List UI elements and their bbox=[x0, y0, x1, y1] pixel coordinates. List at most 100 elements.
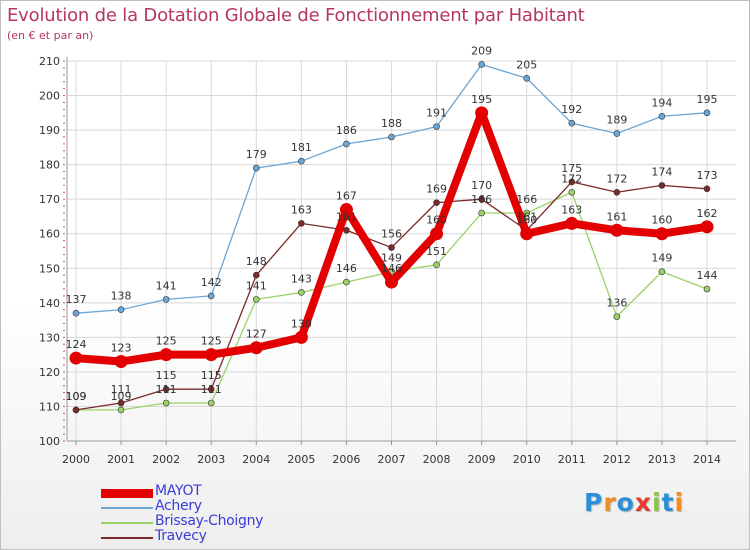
point-achery bbox=[478, 61, 485, 68]
data-label-brissay-choigny: 136 bbox=[606, 297, 627, 310]
data-label-mayot: 161 bbox=[606, 210, 627, 223]
point-travecy bbox=[72, 406, 80, 414]
data-label-travecy: 169 bbox=[426, 183, 447, 196]
y-tick-label: 110 bbox=[39, 400, 60, 413]
data-label-travecy: 161 bbox=[336, 210, 357, 223]
point-mayot bbox=[204, 348, 218, 362]
legend-label-travecy: Travecy bbox=[155, 528, 207, 544]
data-label-travecy: 161 bbox=[516, 210, 537, 223]
point-travecy bbox=[207, 385, 215, 393]
point-travecy bbox=[613, 188, 621, 196]
x-tick-label: 2003 bbox=[197, 453, 225, 466]
y-tick-label: 210 bbox=[39, 55, 60, 68]
data-label-achery: 194 bbox=[651, 96, 672, 109]
point-mayot bbox=[610, 223, 624, 237]
point-travecy bbox=[252, 271, 260, 279]
legend-swatch-achery bbox=[101, 506, 153, 509]
data-label-travecy: 115 bbox=[156, 369, 177, 382]
logo-letter: r bbox=[603, 488, 617, 517]
x-tick-label: 2008 bbox=[423, 453, 451, 466]
data-label-brissay-choigny: 143 bbox=[291, 272, 312, 285]
data-label-achery: 191 bbox=[426, 107, 447, 120]
data-label-brissay-choigny: 149 bbox=[381, 252, 402, 265]
point-travecy bbox=[433, 199, 440, 206]
logo-letter: x bbox=[634, 488, 652, 517]
y-tick-label: 160 bbox=[39, 228, 60, 241]
point-mayot bbox=[114, 355, 128, 369]
logo-letter: i bbox=[674, 488, 685, 517]
point-achery bbox=[613, 130, 621, 137]
data-label-travecy: 172 bbox=[606, 172, 627, 185]
data-label-achery: 186 bbox=[336, 124, 357, 137]
x-tick-label: 2013 bbox=[648, 453, 676, 466]
data-label-brissay-choigny: 166 bbox=[471, 193, 492, 206]
legend-label-brissay-choigny: Brissay-Choigny bbox=[155, 513, 264, 529]
x-tick-label: 2006 bbox=[332, 453, 360, 466]
data-label-mayot: 125 bbox=[156, 335, 177, 348]
point-travecy bbox=[343, 226, 350, 234]
data-label-mayot: 127 bbox=[246, 328, 267, 341]
data-label-achery: 189 bbox=[606, 114, 627, 127]
data-label-brissay-choigny: 144 bbox=[697, 269, 718, 282]
point-achery bbox=[343, 140, 350, 148]
point-brissay-choigny bbox=[117, 406, 125, 414]
data-label-mayot: 167 bbox=[336, 190, 357, 203]
point-travecy bbox=[478, 195, 485, 203]
legend-label-mayot: MAYOT bbox=[155, 483, 202, 499]
point-brissay-choigny bbox=[252, 296, 260, 303]
y-tick-label: 200 bbox=[39, 90, 60, 103]
point-mayot bbox=[520, 227, 534, 241]
legend: MAYOT Achery Brissay-Choigny Travecy bbox=[101, 483, 321, 545]
point-achery bbox=[298, 157, 305, 165]
point-travecy bbox=[568, 178, 576, 186]
point-travecy bbox=[298, 220, 305, 227]
data-label-mayot: 124 bbox=[66, 338, 87, 351]
data-label-brissay-choigny: 109 bbox=[66, 390, 87, 403]
legend-label-achery: Achery bbox=[155, 498, 202, 514]
x-tick-label: 2000 bbox=[62, 453, 90, 466]
point-brissay-choigny bbox=[568, 188, 576, 196]
x-tick-label: 2005 bbox=[287, 453, 315, 466]
legend-swatch-brissay-choigny bbox=[101, 521, 153, 524]
point-mayot bbox=[249, 341, 263, 355]
data-label-achery: 181 bbox=[291, 141, 312, 154]
point-travecy bbox=[658, 182, 666, 189]
point-mayot bbox=[69, 351, 83, 365]
legend-item-brissay-choigny: Brissay-Choigny bbox=[101, 513, 321, 530]
x-tick-label: 2012 bbox=[603, 453, 631, 466]
point-achery bbox=[252, 164, 260, 172]
y-tick-label: 120 bbox=[39, 366, 60, 379]
point-mayot bbox=[700, 220, 714, 234]
data-label-brissay-choigny: 146 bbox=[336, 262, 357, 275]
data-label-travecy: 109 bbox=[66, 390, 87, 403]
legend-item-mayot: MAYOT bbox=[101, 483, 321, 500]
data-label-travecy: 174 bbox=[651, 165, 672, 178]
point-brissay-choigny bbox=[298, 289, 305, 296]
data-label-mayot: 160 bbox=[651, 214, 672, 227]
point-mayot bbox=[159, 348, 173, 362]
y-tick-label: 150 bbox=[39, 262, 60, 275]
chart-title: Evolution de la Dotation Globale de Fonc… bbox=[7, 5, 585, 26]
x-tick-label: 2014 bbox=[693, 453, 721, 466]
y-tick-label: 140 bbox=[39, 297, 60, 310]
point-achery bbox=[388, 133, 395, 141]
data-label-travecy: 173 bbox=[697, 169, 718, 182]
data-label-mayot: 123 bbox=[111, 342, 132, 355]
point-achery bbox=[523, 74, 531, 82]
data-label-travecy: 148 bbox=[246, 255, 267, 268]
y-tick-label: 170 bbox=[39, 193, 60, 206]
data-label-brissay-choigny: 141 bbox=[246, 279, 267, 292]
logo-letter: i bbox=[652, 488, 662, 517]
point-mayot bbox=[655, 227, 669, 241]
proxiti-logo: Proxiti bbox=[584, 488, 684, 517]
point-mayot bbox=[294, 330, 308, 344]
point-mayot bbox=[430, 227, 444, 241]
point-achery bbox=[207, 292, 215, 300]
logo-letter: t bbox=[661, 488, 675, 517]
point-travecy bbox=[117, 399, 125, 407]
data-label-mayot: 163 bbox=[561, 203, 582, 216]
legend-swatch-travecy bbox=[101, 536, 153, 539]
data-label-achery: 205 bbox=[516, 58, 537, 71]
data-label-brissay-choigny: 151 bbox=[426, 245, 447, 258]
point-travecy bbox=[388, 244, 395, 251]
